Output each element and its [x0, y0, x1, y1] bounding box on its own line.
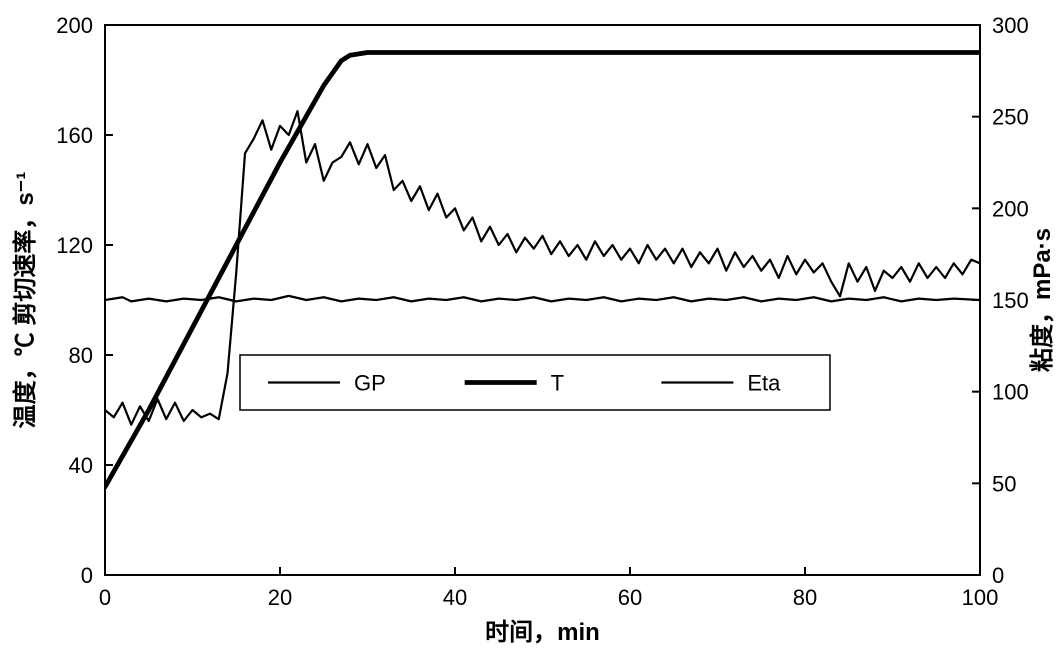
y-left-axis-title: 温度，℃ 剪切速率，s⁻¹: [11, 172, 39, 429]
x-tick-label: 20: [268, 585, 292, 610]
x-tick-label: 60: [618, 585, 642, 610]
legend-label: GP: [354, 371, 386, 396]
x-tick-label: 40: [443, 585, 467, 610]
y-right-axis-title: 粘度，mPa·s: [1028, 228, 1056, 372]
y-right-tick-label: 200: [992, 196, 1029, 221]
x-tick-label: 100: [962, 585, 999, 610]
y-left-tick-label: 160: [56, 123, 93, 148]
chart-svg: 0 20 40 60 80 100 时间，min 0 40 80 120 160 200 温度，℃ 剪切速…: [0, 0, 1063, 662]
y-left-tick-label: 200: [56, 13, 93, 38]
y-right-tick-label: 250: [992, 105, 1029, 130]
x-axis-title: 时间，min: [485, 619, 600, 646]
y-right-tick-label: 0: [992, 563, 1004, 588]
y-right-tick-label: 50: [992, 471, 1016, 496]
y-right-tick-label: 150: [992, 288, 1029, 313]
x-tick-label: 0: [99, 585, 111, 610]
y-right-tick-label: 100: [992, 380, 1029, 405]
y-right-tick-label: 300: [992, 13, 1029, 38]
x-tick-label: 80: [793, 585, 817, 610]
y-left-tick-label: 40: [69, 453, 93, 478]
y-left-tick-label: 120: [56, 233, 93, 258]
y-left-tick-label: 0: [81, 563, 93, 588]
legend-label: T: [551, 371, 564, 396]
chart-container: 0 20 40 60 80 100 时间，min 0 40 80 120 160 200 温度，℃ 剪切速…: [0, 0, 1063, 662]
legend-label: Eta: [747, 371, 781, 396]
y-left-tick-label: 80: [69, 343, 93, 368]
